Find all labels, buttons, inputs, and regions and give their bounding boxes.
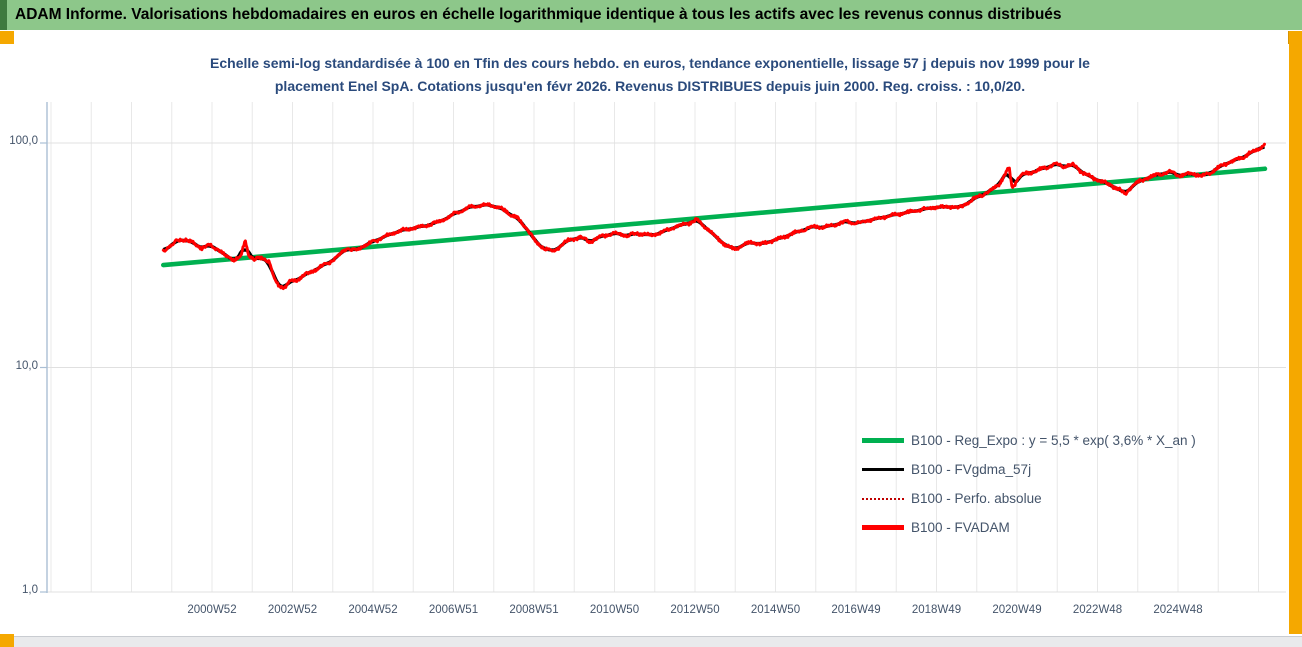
legend-item-fvadam: B100 - FVADAM: [862, 513, 1196, 542]
y-axis-tick-label: 10,0: [15, 359, 38, 372]
chart-title-line2: placement Enel SpA. Cotations jusqu'en f…: [274, 78, 1026, 94]
chart-title-line1: Echelle semi-log standardisée à 100 en T…: [210, 55, 1090, 71]
x-axis-tick-label: 2024W48: [1153, 604, 1203, 616]
y-axis-tick-label: 1,0: [22, 584, 38, 596]
x-axis-tick-label: 2010W50: [589, 604, 640, 616]
x-axis-tick-label: 2002W52: [267, 604, 318, 616]
x-axis-tick-label: 2012W50: [670, 604, 720, 616]
legend-label: B100 - FVADAM: [911, 520, 1010, 535]
right-edge-accent-stripe: [1288, 31, 1302, 634]
x-axis-tick-label: 2006W51: [428, 604, 479, 616]
chart-area: Echelle semi-log standardisée à 100 en T…: [0, 44, 1289, 634]
x-axis-tick-label: 2004W52: [348, 604, 398, 616]
plot-canvas: [40, 102, 1286, 593]
horizontal-scrollbar[interactable]: [14, 636, 1302, 647]
corner-accent-bottom-left: [0, 634, 14, 647]
legend-label: B100 - Perfo. absolue: [911, 491, 1042, 506]
trend-line-icon: [862, 438, 904, 443]
x-axis-tick-label: 2022W48: [1072, 604, 1123, 616]
title-banner-text: ADAM Informe. Valorisations hebdomadaire…: [15, 6, 1062, 23]
legend-item-perfo-absolue: B100 - Perfo. absolue: [862, 484, 1196, 513]
legend-label: B100 - FVgdma_57j: [911, 462, 1032, 477]
x-axis-tick-label: 2016W49: [831, 604, 881, 616]
x-axis-tick-label: 2014W50: [750, 604, 801, 616]
legend-item-reg-expo: B100 - Reg_Expo : y = 5,5 * exp( 3,6% * …: [862, 426, 1196, 455]
series-trend-line: [160, 166, 1268, 268]
legend-item-fvgdma: B100 - FVgdma_57j: [862, 455, 1196, 484]
smoothed-line-icon: [862, 468, 904, 471]
legend-label: B100 - Reg_Expo : y = 5,5 * exp( 3,6% * …: [911, 433, 1196, 448]
dotted-line-icon: [862, 497, 904, 500]
corner-accent-top-left: [0, 31, 14, 44]
series-fvadam-line: [161, 142, 1266, 291]
y-axis-tick-label: 100,0: [9, 135, 38, 147]
x-axis-tick-label: 2020W49: [992, 604, 1042, 616]
x-axis-tick-label: 2018W49: [911, 604, 962, 616]
x-axis-tick-label: 2008W51: [509, 604, 559, 616]
series-line-icon: [862, 525, 904, 530]
x-axis-tick-label: 2000W52: [187, 604, 237, 616]
title-banner: ADAM Informe. Valorisations hebdomadaire…: [0, 0, 1302, 30]
chart-legend: B100 - Reg_Expo : y = 5,5 * exp( 3,6% * …: [862, 426, 1196, 542]
chart-title: Echelle semi-log standardisée à 100 en T…: [60, 52, 1240, 98]
